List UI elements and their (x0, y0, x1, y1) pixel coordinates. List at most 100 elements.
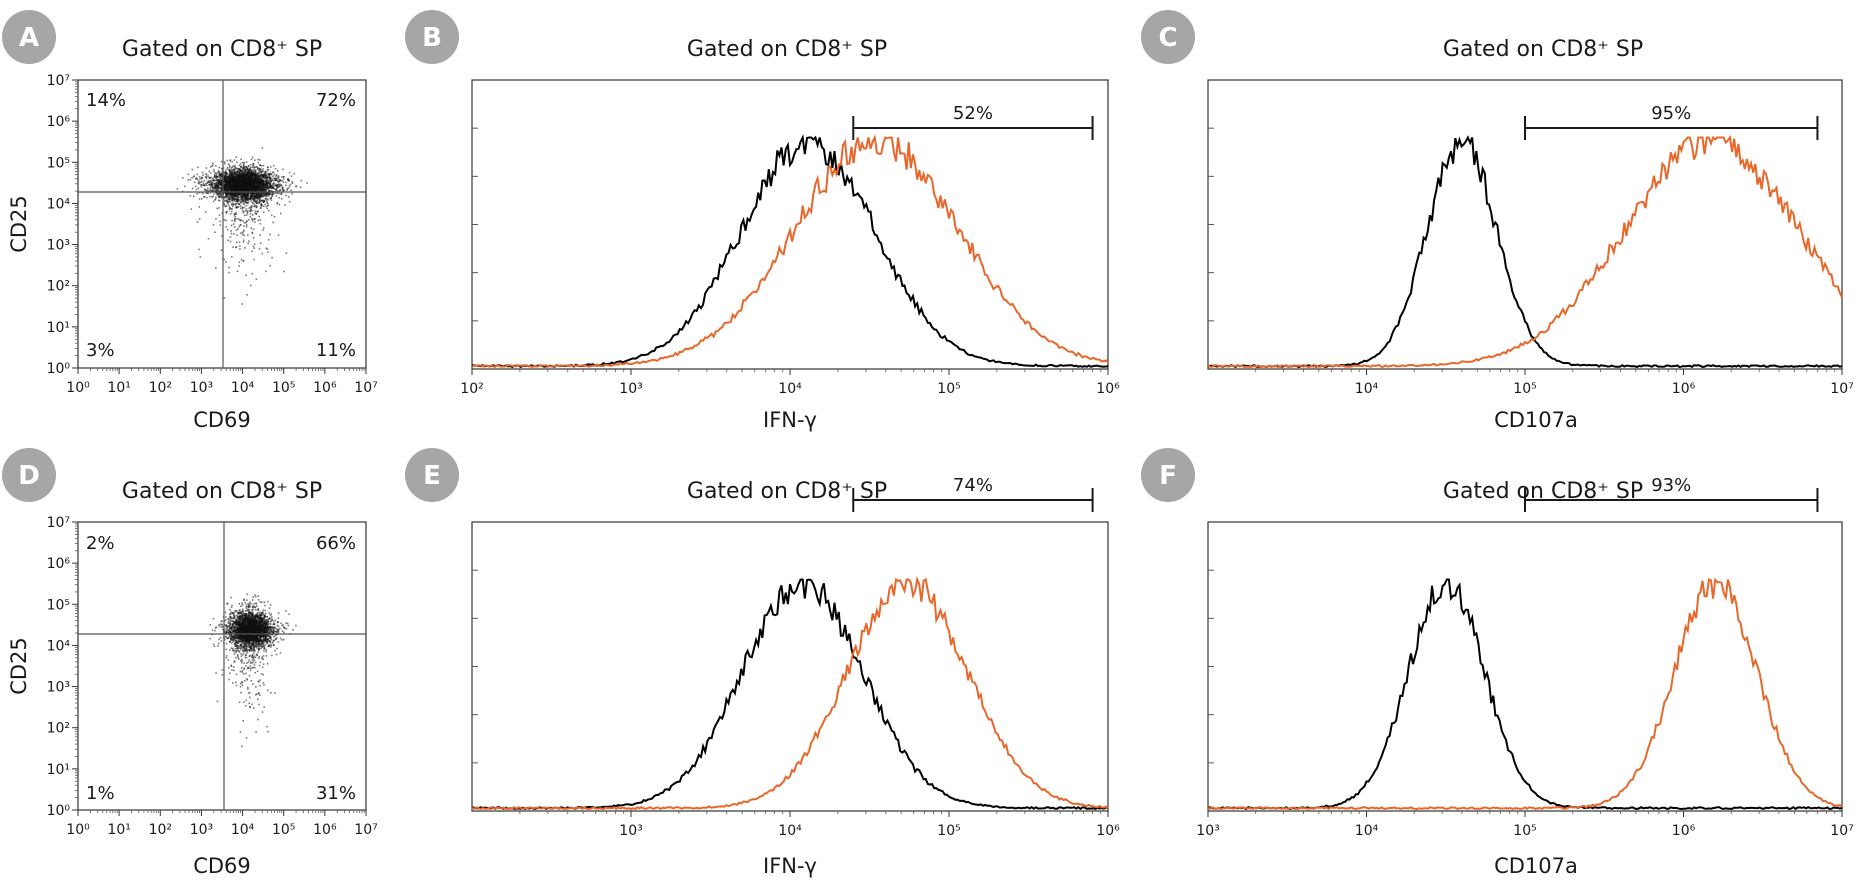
event-dot (279, 179, 282, 182)
event-dot (261, 199, 264, 201)
event-dot (233, 219, 236, 221)
event-dot (261, 173, 263, 176)
event-dot (239, 245, 241, 247)
event-dot (209, 192, 212, 194)
event-dot (233, 182, 236, 185)
event-dot (229, 207, 231, 209)
event-dot (225, 226, 227, 228)
event-dot (245, 222, 247, 224)
event-dot (260, 182, 263, 184)
event-dot (224, 186, 227, 189)
event-dot (265, 183, 267, 186)
panel-badge (2, 448, 56, 502)
x-tick-label: 10² (460, 381, 483, 397)
event-dot (249, 197, 252, 199)
event-dot (253, 169, 256, 171)
event-dot (259, 193, 262, 196)
event-dot (207, 192, 209, 195)
event-dot (223, 171, 225, 174)
event-dot (232, 197, 234, 200)
event-dot (202, 192, 204, 195)
event-dot (267, 195, 269, 198)
event-dot (202, 182, 205, 185)
event-dot (236, 174, 239, 177)
event-dot (243, 195, 246, 198)
event-dot (243, 171, 245, 174)
event-dot (252, 237, 255, 239)
event-dot (240, 641, 243, 643)
event-dot (207, 180, 209, 182)
event-dot (269, 192, 272, 195)
event-dot (223, 623, 226, 626)
event-dot (229, 240, 232, 243)
event-dot (237, 184, 240, 186)
event-dot (285, 252, 288, 254)
event-dot (255, 731, 257, 733)
event-dot (245, 188, 248, 191)
event-dot (228, 166, 231, 168)
event-dot (243, 201, 245, 203)
event-dot (243, 162, 245, 165)
event-dot (281, 630, 284, 633)
event-dot (231, 256, 233, 258)
event-dot (203, 188, 206, 191)
event-dot (253, 166, 256, 169)
event-dot (257, 641, 260, 644)
event-dot (201, 198, 203, 200)
event-dot (275, 174, 278, 176)
event-dot (282, 181, 285, 183)
event-dot (230, 618, 233, 620)
event-dot (197, 187, 199, 190)
event-dot (227, 190, 230, 192)
event-dot (250, 217, 253, 220)
event-dot (232, 614, 235, 617)
event-dot (214, 182, 216, 185)
event-dot (245, 166, 248, 168)
event-dot (270, 214, 273, 217)
event-dot (234, 220, 236, 223)
event-dot (236, 270, 239, 273)
event-dot (243, 180, 245, 182)
event-dot (228, 183, 230, 186)
event-dot (271, 171, 274, 174)
event-dot (236, 186, 239, 189)
event-dot (257, 189, 259, 191)
event-dot (258, 199, 261, 202)
event-dot (237, 202, 239, 204)
event-dot (243, 182, 245, 185)
event-dot (189, 195, 192, 197)
event-dot (248, 603, 251, 605)
event-dot (251, 201, 254, 204)
event-dot (244, 172, 247, 175)
event-dot (233, 213, 235, 215)
x-tick-label: 10⁵ (937, 381, 960, 397)
event-dot (241, 207, 244, 209)
event-dot (276, 185, 279, 187)
event-dot (270, 620, 272, 622)
event-dot (249, 167, 251, 170)
event-dot (245, 672, 247, 675)
event-dot (277, 183, 279, 186)
event-dot (273, 193, 275, 195)
event-dot (225, 180, 228, 182)
event-dot (223, 186, 225, 188)
event-dot (248, 702, 250, 704)
event-dot (251, 232, 254, 235)
event-dot (225, 212, 228, 214)
event-dot (226, 167, 229, 170)
event-dot (271, 177, 273, 180)
event-dot (226, 200, 229, 202)
event-dot (290, 189, 292, 191)
y-axis-label: CD25 (7, 195, 31, 253)
sample-histogram-line (471, 134, 1109, 368)
event-dot (238, 175, 240, 177)
event-dot (257, 158, 259, 161)
event-dot (268, 176, 271, 178)
event-dot (232, 169, 234, 171)
event-dot (231, 177, 234, 180)
event-dot (260, 169, 262, 172)
event-dot (239, 175, 242, 177)
event-dot (253, 198, 255, 200)
event-dot (221, 623, 223, 626)
event-dot (269, 623, 271, 625)
